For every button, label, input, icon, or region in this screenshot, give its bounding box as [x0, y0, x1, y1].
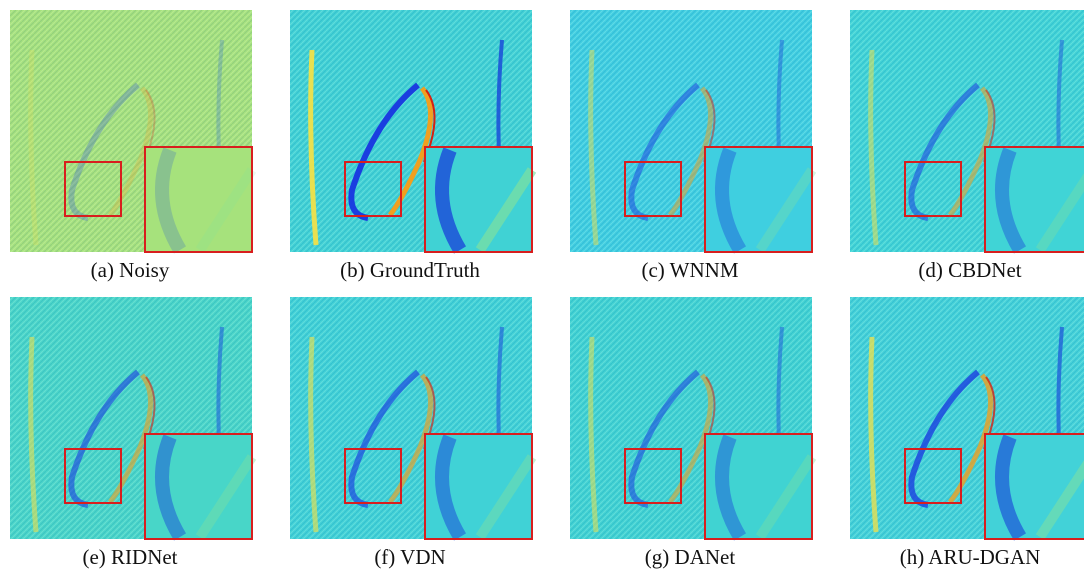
image-panel	[10, 297, 257, 541]
panel-caption: (c) WNNM	[641, 258, 738, 282]
zoom-inset	[705, 434, 812, 539]
object-edge-dark	[348, 369, 420, 508]
panel-caption: (a) Noisy	[91, 258, 170, 282]
zoom-source-box	[624, 161, 682, 217]
zoom-detail-light	[755, 167, 817, 253]
left-streak	[868, 336, 879, 533]
object-edge-dark	[68, 82, 140, 221]
zoom-detail-light	[755, 454, 817, 540]
object-edge-warm	[108, 86, 153, 217]
left-streak	[308, 336, 319, 533]
image-panel	[570, 10, 817, 254]
zoom-source-box	[64, 448, 122, 504]
zoom-source-box	[904, 161, 962, 217]
zoom-inset	[145, 147, 252, 252]
zoom-detail-light	[1035, 173, 1084, 253]
image-panel	[290, 297, 537, 541]
image-panel	[570, 297, 817, 541]
zoom-inset	[145, 434, 252, 539]
left-streak	[588, 49, 599, 246]
zoom-inset	[705, 147, 812, 252]
left-streak	[28, 336, 39, 533]
object-edge-warm	[948, 373, 993, 504]
zoom-source-box	[624, 448, 682, 504]
zoom-source-box	[904, 448, 962, 504]
object-edge-dark	[628, 369, 700, 508]
zoom-detail-light	[1035, 460, 1084, 540]
zoom-detail-light	[195, 454, 257, 540]
zoom-detail	[715, 147, 747, 254]
zoom-detail-light	[475, 454, 537, 540]
zoom-source-box	[344, 448, 402, 504]
zoom-inset-border	[144, 433, 253, 540]
image-panel	[850, 297, 1084, 541]
zoom-detail	[435, 147, 467, 254]
object-edge-warm	[948, 86, 993, 217]
zoom-inset	[985, 147, 1084, 252]
zoom-inset-border	[424, 433, 533, 540]
zoom-source-box	[344, 161, 402, 217]
image-panel	[850, 10, 1084, 254]
object-edge-dark	[68, 369, 140, 508]
zoom-detail	[995, 147, 1027, 254]
object-edge-dark	[908, 82, 980, 221]
zoom-inset-border	[704, 146, 813, 253]
panel-caption: (b) GroundTruth	[340, 258, 480, 282]
left-streak	[308, 49, 319, 246]
zoom-detail-light	[195, 167, 257, 253]
panel-caption: (g) DANet	[645, 545, 736, 569]
object-edge-warm	[388, 373, 433, 504]
object-edge-warm	[668, 86, 713, 217]
zoom-detail	[155, 434, 187, 541]
zoom-detail	[435, 434, 467, 541]
zoom-detail	[715, 434, 747, 541]
zoom-inset-border	[704, 433, 813, 540]
zoom-inset-border	[144, 146, 253, 253]
object-edge-dark	[348, 82, 420, 221]
left-streak	[28, 49, 39, 246]
object-edge-dark	[908, 369, 980, 508]
zoom-source-box	[64, 161, 122, 217]
object-edge-dark	[628, 82, 700, 221]
left-streak	[588, 336, 599, 533]
object-edge-warm	[108, 373, 153, 504]
zoom-inset-border	[984, 433, 1084, 540]
image-panel	[10, 10, 257, 254]
zoom-detail	[155, 147, 187, 254]
zoom-detail-light	[475, 167, 537, 253]
zoom-detail	[995, 434, 1027, 541]
object-edge-warm	[668, 373, 713, 504]
panel-caption: (h) ARU-DGAN	[900, 545, 1041, 569]
left-streak	[868, 49, 879, 246]
zoom-inset-border	[984, 146, 1084, 253]
panel-caption: (d) CBDNet	[918, 258, 1021, 282]
object-edge-warm	[388, 86, 433, 217]
zoom-inset-border	[424, 146, 533, 253]
image-panel	[290, 10, 537, 254]
panel-caption: (f) VDN	[374, 545, 445, 569]
panel-caption: (e) RIDNet	[82, 545, 177, 569]
